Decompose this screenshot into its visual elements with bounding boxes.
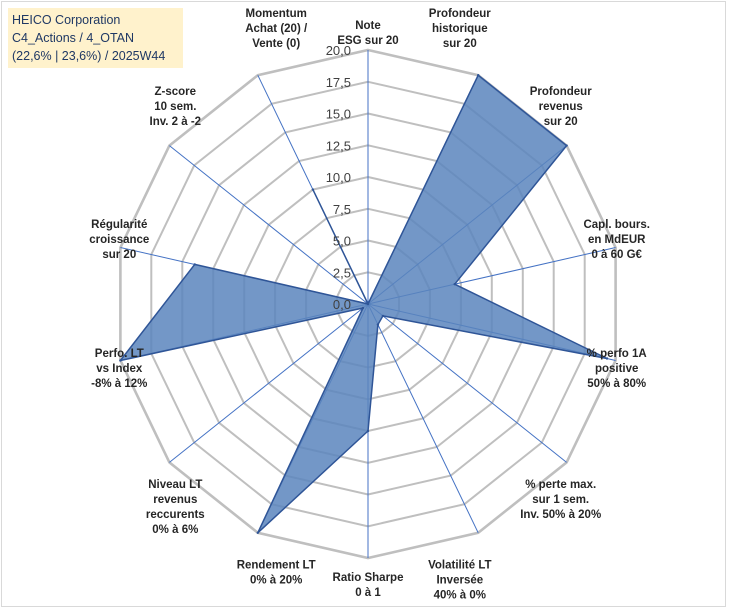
- axis-label-13: Momentum Achat (20) / Vente (0): [245, 8, 308, 50]
- axis-label-line: Capl. bours.: [583, 219, 649, 231]
- tick-layer: 0,0 2,5 5,0 7,5 10,0 12,5 15,0 17,5 20,0: [326, 43, 351, 312]
- tick-label: 15,0: [326, 107, 351, 122]
- axis-label-2: Profondeur revenus sur 20: [530, 86, 592, 128]
- axis-label-line: % perfo 1A: [587, 348, 647, 360]
- data-point: [193, 263, 196, 266]
- axis-label-line: Volatilité LT: [428, 559, 491, 571]
- axis-label-line: 40% à 0%: [434, 589, 486, 601]
- company-name: HEICO Corporation: [12, 13, 121, 27]
- axis-label-line: historique: [432, 23, 488, 35]
- axis-label-9: Niveau LT revenus reccurents 0% à 6%: [146, 479, 205, 536]
- axis-label-line: Profondeur: [530, 86, 592, 98]
- chart-title-box: HEICO Corporation C4_Actions / 4_OTAN (2…: [8, 8, 183, 68]
- data-point: [311, 188, 315, 191]
- axis-label-4: % perfo 1A positive 50% à 80%: [587, 348, 647, 390]
- axis-label-line: positive: [595, 363, 638, 375]
- axis-label-line: sur 20: [443, 38, 477, 50]
- axis-label-line: % perte max.: [525, 479, 596, 491]
- axis-label-line: revenus: [539, 101, 583, 113]
- axis-spoke: [367, 303, 567, 463]
- data-series-area: [119, 74, 608, 534]
- axis-label-8: Rendement LT 0% à 20%: [237, 559, 316, 586]
- axis-label-line: Niveau LT: [148, 479, 202, 491]
- axis-label-line: croissance: [89, 234, 149, 246]
- axis-label-line: Profondeur: [429, 8, 491, 20]
- axis-label-line: Z-score: [155, 86, 197, 98]
- axis-label-11: Régularité croissance sur 20: [89, 219, 149, 261]
- data-point: [565, 144, 568, 147]
- tick-label: 2,5: [333, 265, 351, 280]
- axis-spoke: [169, 145, 369, 305]
- portfolio-category: C4_Actions / 4_OTAN: [12, 31, 135, 45]
- tick-label: 20,0: [326, 43, 351, 58]
- axis-label-10: Perfo. LT vs Index -8% à 12%: [91, 348, 147, 390]
- tick-label: 17,5: [326, 75, 351, 90]
- axis-label-line: 0 à 1: [355, 587, 381, 599]
- axis-spoke: [367, 303, 479, 534]
- axis-label-3: Capl. bours. en MdEUR 0 à 60 G€: [583, 219, 649, 261]
- axis-label-line: Vente (0): [252, 38, 300, 50]
- axis-label-line: -8% à 12%: [91, 378, 147, 390]
- axis-label-line: Achat (20) /: [245, 23, 308, 35]
- axis-label-5: % perte max. sur 1 sem. Inv. 50% à 20%: [520, 479, 601, 521]
- axis-label-line: vs Index: [96, 363, 143, 375]
- axis-label-1: Profondeur historique sur 20: [429, 8, 491, 50]
- label-layer: Note ESG sur 20 Profondeur historique sur 20…: [89, 8, 650, 601]
- axis-label-line: Régularité: [91, 219, 147, 231]
- score-and-week: (22,6% | 23,6%) / 2025W44: [12, 49, 166, 63]
- axis-label-line: 0% à 6%: [152, 524, 198, 536]
- axis-label-line: Momentum: [246, 8, 307, 20]
- axis-label-line: Note: [355, 20, 381, 32]
- axis-label-line: Perfo. LT: [95, 348, 144, 360]
- series-layer: [119, 74, 609, 534]
- axis-label-line: 0% à 20%: [250, 574, 302, 586]
- axis-label-line: Inv. 2 à -2: [150, 116, 202, 128]
- data-point: [477, 74, 480, 77]
- data-point: [453, 283, 456, 286]
- axis-label-line: Inv. 50% à 20%: [520, 509, 601, 521]
- axis-label-line: 50% à 80%: [587, 378, 646, 390]
- data-point: [376, 323, 380, 326]
- data-point: [119, 359, 122, 362]
- axis-spoke: [169, 303, 369, 463]
- axis-label-line: en MdEUR: [588, 234, 646, 246]
- data-point: [366, 429, 370, 433]
- axis-label-12: Z-score 10 sem. Inv. 2 à -2: [150, 86, 202, 128]
- axis-label-7: Ratio Sharpe 0 à 1: [333, 572, 404, 599]
- tick-label: 7,5: [333, 202, 351, 217]
- axis-label-line: sur 1 sem.: [532, 494, 589, 506]
- axis-label-line: 0 à 60 G€: [591, 249, 642, 261]
- axis-label-line: sur 20: [544, 116, 578, 128]
- axis-label-line: ESG sur 20: [337, 35, 398, 47]
- axis-label-6: Volatilité LT Inversée 40% à 0%: [428, 559, 491, 601]
- tick-label: 10,0: [326, 170, 351, 185]
- axis-label-line: reccurents: [146, 509, 205, 521]
- data-point: [605, 357, 609, 360]
- axis-label-line: Rendement LT: [237, 559, 316, 571]
- data-point: [366, 302, 370, 306]
- axis-label-line: Ratio Sharpe: [333, 572, 404, 584]
- data-point: [256, 531, 259, 534]
- data-point: [381, 314, 385, 318]
- axis-label-line: Inversée: [436, 574, 483, 586]
- axis-label-line: 10 sem.: [154, 101, 196, 113]
- axis-label-0: Note ESG sur 20: [337, 20, 398, 47]
- tick-label: 12,5: [326, 138, 351, 153]
- tick-label: 0,0: [333, 297, 351, 312]
- tick-label: 5,0: [333, 234, 351, 249]
- axis-label-line: revenus: [153, 494, 197, 506]
- data-point: [361, 306, 365, 310]
- axis-label-line: sur 20: [102, 249, 136, 261]
